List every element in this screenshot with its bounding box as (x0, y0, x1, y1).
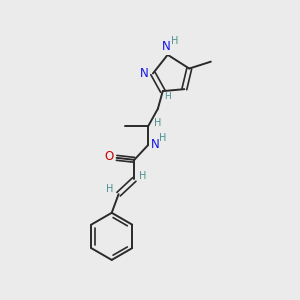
Text: H: H (159, 133, 166, 143)
Text: H: H (154, 118, 161, 128)
Text: N: N (151, 138, 159, 151)
Text: H: H (171, 36, 178, 46)
Text: H: H (140, 172, 147, 182)
Text: H: H (106, 184, 113, 194)
Text: methyl: methyl (215, 58, 220, 59)
Text: N: N (140, 67, 148, 80)
Text: methyl: methyl (218, 59, 223, 60)
Text: methyl: methyl (114, 122, 118, 124)
Text: methyl: methyl (213, 56, 218, 57)
Text: O: O (104, 150, 113, 164)
Text: N: N (162, 40, 171, 53)
Text: H: H (164, 92, 171, 100)
